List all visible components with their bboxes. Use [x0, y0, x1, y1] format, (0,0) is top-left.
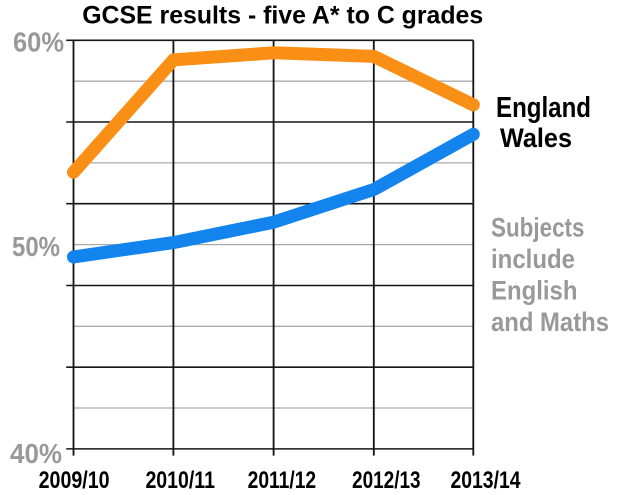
svg-text:include: include	[491, 244, 575, 274]
svg-text:40%: 40%	[10, 438, 62, 469]
svg-text:2011/12: 2011/12	[248, 468, 317, 490]
svg-text:Wales: Wales	[500, 123, 572, 153]
svg-text:GCSE results - five A* to C gr: GCSE results - five A* to C grades	[82, 2, 483, 30]
svg-text:2013/14: 2013/14	[451, 468, 522, 490]
svg-text:Subjects: Subjects	[491, 213, 585, 243]
svg-text:English: English	[491, 275, 578, 305]
svg-text:2009/10: 2009/10	[39, 468, 110, 490]
svg-text:and Maths: and Maths	[491, 307, 609, 337]
svg-text:60%: 60%	[13, 27, 64, 58]
svg-text:2012/13: 2012/13	[352, 468, 421, 490]
svg-text:50%: 50%	[12, 231, 60, 262]
svg-text:England: England	[496, 92, 591, 124]
svg-text:2010/11: 2010/11	[145, 468, 215, 490]
